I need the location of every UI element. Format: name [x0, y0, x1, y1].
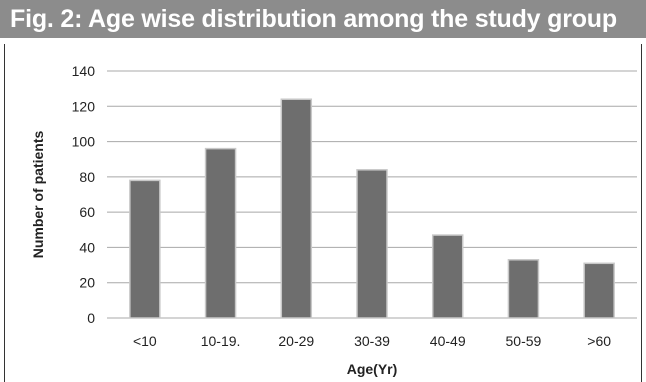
x-tick-label: 30-39	[354, 333, 390, 349]
y-tick-label: 140	[72, 63, 96, 79]
bar	[356, 169, 388, 319]
bar	[431, 234, 464, 319]
bar	[129, 179, 161, 319]
bar	[507, 259, 540, 319]
y-tick-label: 100	[72, 134, 96, 150]
bars	[129, 98, 615, 319]
x-tick-label: 40-49	[430, 333, 466, 349]
y-tick-label: 20	[79, 275, 95, 291]
y-axis-title: Number of patients	[30, 131, 46, 259]
chart-area: 0 20 40 60 80 100 120 140 <10 10-19. 20-29 30-39 40…	[4, 44, 642, 382]
x-tick-label: <10	[133, 333, 157, 349]
x-tick-label: 10-19.	[201, 333, 241, 349]
x-tick-label: 50-59	[506, 333, 542, 349]
y-tick-label: 60	[79, 204, 95, 220]
x-tick-label: 20-29	[278, 333, 314, 349]
x-tick-label: >60	[587, 333, 611, 349]
y-tick-labels: 0 20 40 60 80 100 120 140	[72, 63, 96, 326]
y-tick-label: 80	[79, 169, 95, 185]
x-tick-labels: <10 10-19. 20-29 30-39 40-49 50-59 >60	[133, 333, 611, 349]
x-axis-title: Age(Yr)	[347, 361, 398, 377]
y-tick-label: 120	[72, 98, 96, 114]
bar	[583, 262, 615, 319]
bar	[204, 147, 237, 319]
y-tick-label: 0	[87, 310, 95, 326]
bar	[280, 98, 313, 319]
bar-chart: 0 20 40 60 80 100 120 140 <10 10-19. 20-29 30-39 40…	[30, 63, 637, 377]
figure-title: Fig. 2: Age wise distribution among the …	[0, 0, 646, 38]
y-tick-label: 40	[79, 239, 95, 255]
